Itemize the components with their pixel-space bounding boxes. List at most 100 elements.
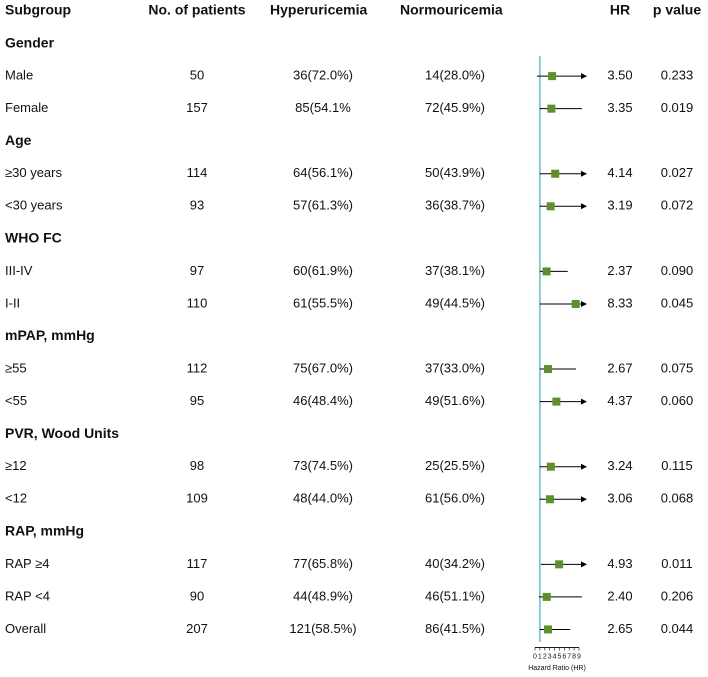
p-value: 0.068 <box>661 491 694 506</box>
hr-marker <box>546 462 555 471</box>
hyperuricemia-cell: 36(72.0%) <box>293 68 353 83</box>
x-axis-label: Hazard Ratio (HR) <box>528 665 586 672</box>
normouricemia-cell: 14(28.0%) <box>425 68 485 83</box>
normouricemia-cell: 40(34.2%) <box>425 556 485 571</box>
hr-label: 3.24 <box>607 458 632 473</box>
patient-count: 95 <box>190 393 204 408</box>
hr-label: 2.37 <box>607 263 632 278</box>
hyperuricemia-cell: 64(56.1%) <box>293 165 353 180</box>
hr-label: 3.35 <box>607 100 632 115</box>
normouricemia-cell: 72(45.9%) <box>425 100 485 115</box>
ci-arrow <box>581 300 587 307</box>
subgroup-label: Female <box>5 100 48 115</box>
group-label: Age <box>5 132 32 148</box>
patient-count: 109 <box>186 491 208 506</box>
normouricemia-cell: 46(51.1%) <box>425 588 485 603</box>
patient-count: 90 <box>190 588 204 603</box>
hr-marker <box>545 495 554 504</box>
column-header: p value <box>653 2 701 18</box>
patient-count: 50 <box>190 68 204 83</box>
p-value: 0.044 <box>661 621 694 636</box>
subgroup-label: ≥30 years <box>5 165 62 180</box>
subgroup-label: <12 <box>5 491 27 506</box>
p-value: 0.027 <box>661 165 694 180</box>
p-value: 0.090 <box>661 263 694 278</box>
hr-marker <box>547 104 556 113</box>
subgroup-label: III-IV <box>5 263 33 278</box>
subgroup-label: RAP <4 <box>5 588 50 603</box>
subgroup-label: Overall <box>5 621 46 636</box>
p-value: 0.045 <box>661 295 694 310</box>
x-tick-label: 8 <box>572 653 576 660</box>
normouricemia-cell: 25(25.5%) <box>425 458 485 473</box>
patient-count: 112 <box>187 360 208 375</box>
normouricemia-cell: 37(38.1%) <box>425 263 485 278</box>
normouricemia-cell: 49(51.6%) <box>425 393 485 408</box>
p-value: 0.075 <box>661 360 694 375</box>
hr-label: 2.40 <box>607 588 632 603</box>
patient-count: 97 <box>190 263 204 278</box>
p-value: 0.206 <box>661 588 694 603</box>
subgroup-label: <55 <box>5 393 27 408</box>
x-tick-label: 9 <box>577 653 581 660</box>
subgroup-label: I-II <box>5 295 20 310</box>
hr-label: 3.50 <box>607 68 632 83</box>
hr-label: 8.33 <box>607 295 632 310</box>
hr-marker <box>555 560 564 569</box>
normouricemia-cell: 37(33.0%) <box>425 360 485 375</box>
hyperuricemia-cell: 48(44.0%) <box>293 491 353 506</box>
hr-marker <box>551 169 560 178</box>
hyperuricemia-cell: 85(54.1% <box>295 100 351 115</box>
hr-marker <box>542 267 551 276</box>
column-header: Hyperuricemia <box>270 2 367 18</box>
x-tick-label: 3 <box>548 653 552 660</box>
patient-count: 114 <box>187 165 208 180</box>
subgroup-label: RAP ≥4 <box>5 556 49 571</box>
subgroup-label: Male <box>5 68 33 83</box>
hyperuricemia-cell: 44(48.9%) <box>293 588 353 603</box>
hr-marker <box>552 397 561 406</box>
hyperuricemia-cell: 46(48.4%) <box>293 393 353 408</box>
column-header: Normouricemia <box>400 2 503 18</box>
hr-marker <box>571 299 580 308</box>
hyperuricemia-cell: 121(58.5%) <box>289 621 356 636</box>
patient-count: 93 <box>190 198 204 213</box>
subgroup-label: ≥55 <box>5 360 27 375</box>
x-tick-label: 5 <box>557 653 561 660</box>
patient-count: 110 <box>187 295 208 310</box>
normouricemia-cell: 49(44.5%) <box>425 295 485 310</box>
hr-marker <box>544 365 553 374</box>
group-label: mPAP, mmHg <box>5 327 95 343</box>
normouricemia-cell: 50(43.9%) <box>425 165 485 180</box>
ci-arrow <box>581 496 587 503</box>
hr-label: 2.67 <box>607 360 632 375</box>
hr-label: 4.37 <box>607 393 632 408</box>
patient-count: 117 <box>187 556 208 571</box>
group-label: RAP, mmHg <box>5 523 84 539</box>
x-tick-label: 2 <box>543 653 547 660</box>
ci-arrow <box>581 561 587 568</box>
ci-arrow <box>581 463 587 470</box>
hr-marker <box>546 202 555 211</box>
hr-marker <box>543 625 552 634</box>
patient-count: 157 <box>186 100 208 115</box>
column-header: HR <box>610 2 630 18</box>
p-value: 0.233 <box>661 68 694 83</box>
hr-label: 4.93 <box>607 556 632 571</box>
subgroup-label: <30 years <box>5 198 63 213</box>
ci-arrow <box>581 73 587 80</box>
column-header: Subgroup <box>5 2 71 18</box>
hr-label: 2.65 <box>607 621 632 636</box>
patient-count: 207 <box>186 621 208 636</box>
patient-count: 98 <box>190 458 204 473</box>
p-value: 0.011 <box>661 556 693 571</box>
normouricemia-cell: 61(56.0%) <box>425 491 485 506</box>
ci-arrow <box>581 203 587 210</box>
p-value: 0.115 <box>661 458 693 473</box>
x-tick-label: 7 <box>567 653 571 660</box>
hyperuricemia-cell: 57(61.3%) <box>293 198 353 213</box>
group-label: Gender <box>5 34 55 50</box>
x-tick-label: 6 <box>562 653 566 660</box>
ci-arrow <box>581 398 587 405</box>
